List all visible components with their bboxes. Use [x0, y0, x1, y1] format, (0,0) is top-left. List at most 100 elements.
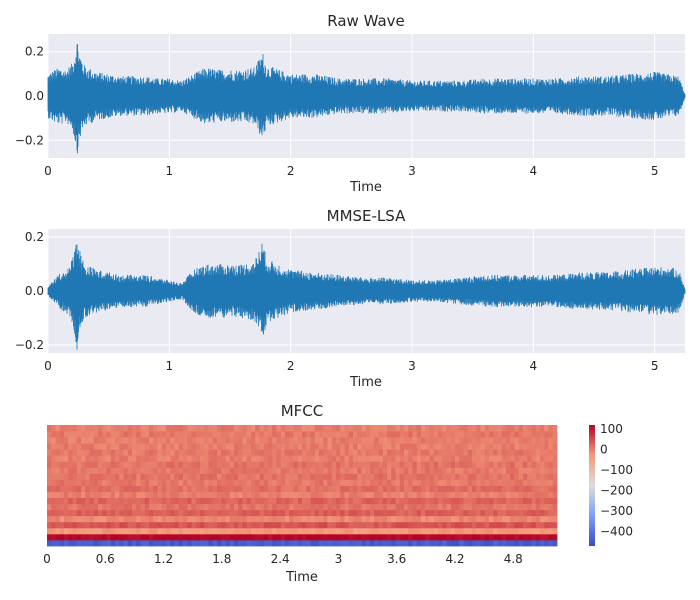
- mfcc-cell: [540, 539, 545, 547]
- mfcc-cell: [115, 485, 120, 492]
- mfcc-cell: [336, 455, 341, 462]
- mfcc-cell: [425, 479, 430, 486]
- mfcc-cell: [204, 467, 209, 474]
- mfcc-cell: [514, 533, 520, 541]
- mfcc-cell: [387, 515, 392, 523]
- mfcc-cell: [217, 473, 222, 480]
- mfcc-cell: [268, 455, 273, 462]
- mfcc-cell: [370, 455, 375, 462]
- mfcc-cell: [314, 497, 320, 505]
- mfcc-cell: [365, 521, 371, 529]
- mfcc-cell: [255, 425, 260, 432]
- mfcc-cell: [514, 431, 520, 438]
- mfcc-cell: [51, 515, 56, 523]
- mfcc-cell: [89, 449, 95, 456]
- mfcc-cell: [399, 503, 405, 511]
- mfcc-cell: [429, 509, 435, 517]
- mfcc-colorbar-tick-label: −400: [600, 525, 633, 539]
- mfcc-cell: [438, 521, 443, 529]
- mfcc-cell: [144, 479, 150, 486]
- mfcc-cell: [187, 455, 192, 462]
- mfcc-cell: [212, 461, 218, 468]
- mfcc-cell: [238, 527, 243, 535]
- mfcc-cell: [476, 485, 481, 492]
- mfcc-cell: [246, 473, 252, 480]
- mfcc-cell: [149, 491, 154, 498]
- mfcc-cell: [187, 473, 192, 480]
- raw-wave-x-tick-label: 1: [166, 164, 174, 178]
- mfcc-cell: [459, 509, 464, 517]
- mfcc-cell: [353, 437, 358, 444]
- mfcc-cell: [455, 527, 460, 535]
- mfcc-cell: [472, 443, 477, 450]
- mfcc-cell: [489, 503, 494, 511]
- mfcc-cell: [98, 467, 103, 474]
- mfcc-cell: [340, 443, 345, 450]
- mfcc-cell: [336, 527, 341, 535]
- mfcc-cell: [348, 497, 354, 505]
- mfcc-cell: [382, 479, 388, 486]
- mfcc-cell: [76, 515, 82, 523]
- mfcc-cell: [55, 449, 61, 456]
- mfcc-cell: [552, 527, 558, 535]
- mfcc-cell: [302, 485, 307, 492]
- mfcc-cell: [115, 509, 120, 517]
- mfcc-cell: [251, 461, 256, 468]
- mfcc-cell: [268, 521, 273, 529]
- mfcc-cell: [399, 437, 405, 444]
- mfcc-cell: [361, 509, 367, 517]
- mfcc-cell: [234, 437, 239, 444]
- mfcc-cell: [276, 467, 282, 474]
- mfcc-cell: [404, 527, 409, 535]
- mfcc-cell: [506, 437, 511, 444]
- mfcc-cell: [365, 437, 371, 444]
- mfcc-cell: [51, 461, 56, 468]
- mfcc-cell: [531, 461, 537, 468]
- mfcc-cell: [68, 425, 73, 432]
- mfcc-cell: [327, 431, 333, 438]
- mfcc-cell: [136, 479, 141, 486]
- mfcc-cell: [76, 539, 82, 547]
- mfcc-cell: [404, 473, 409, 480]
- mfcc-cell: [221, 503, 226, 511]
- mfcc-cell: [399, 431, 405, 438]
- mfcc-cell: [251, 455, 256, 462]
- mfcc-cell: [378, 443, 384, 450]
- mfcc-cell: [404, 479, 409, 486]
- mfcc-cell: [166, 521, 171, 529]
- mfcc-cell: [123, 425, 129, 432]
- mfcc-cell: [157, 509, 163, 517]
- mfcc-cell: [246, 485, 252, 492]
- mfcc-cell: [93, 497, 99, 505]
- mfcc-cell: [310, 509, 316, 517]
- mfcc-cell: [242, 515, 248, 523]
- mfcc-cell: [174, 491, 180, 498]
- mfcc-cell: [442, 527, 447, 535]
- mfcc-cell: [285, 479, 290, 486]
- mfcc-cell: [480, 479, 486, 486]
- mfcc-cell: [378, 479, 384, 486]
- mfcc-x-tick-label: 3: [335, 552, 343, 566]
- mfcc-cell: [72, 449, 78, 456]
- mfcc-colorbar-tick-label: −200: [600, 484, 633, 498]
- mfcc-cell: [140, 449, 146, 456]
- mfcc-cell: [161, 509, 167, 517]
- mfcc-cell: [280, 503, 286, 511]
- mfcc-cell: [110, 437, 116, 444]
- mfcc-cell: [535, 425, 541, 432]
- mfcc-cell: [297, 437, 303, 444]
- mfcc-cell: [331, 479, 337, 486]
- mfcc-cell: [467, 425, 473, 432]
- mfcc-cell: [314, 425, 320, 432]
- mfcc-cell: [442, 437, 447, 444]
- mfcc-cell: [51, 509, 56, 517]
- mfcc-cell: [391, 539, 396, 547]
- mfcc-cell: [59, 509, 65, 517]
- mfcc-cell: [348, 509, 354, 517]
- mfcc-cell: [195, 521, 201, 529]
- mfcc-cell: [225, 437, 231, 444]
- mfcc-cell: [161, 461, 167, 468]
- mfcc-cell: [314, 443, 320, 450]
- mfcc-cell: [157, 485, 163, 492]
- mfcc-cell: [378, 467, 384, 474]
